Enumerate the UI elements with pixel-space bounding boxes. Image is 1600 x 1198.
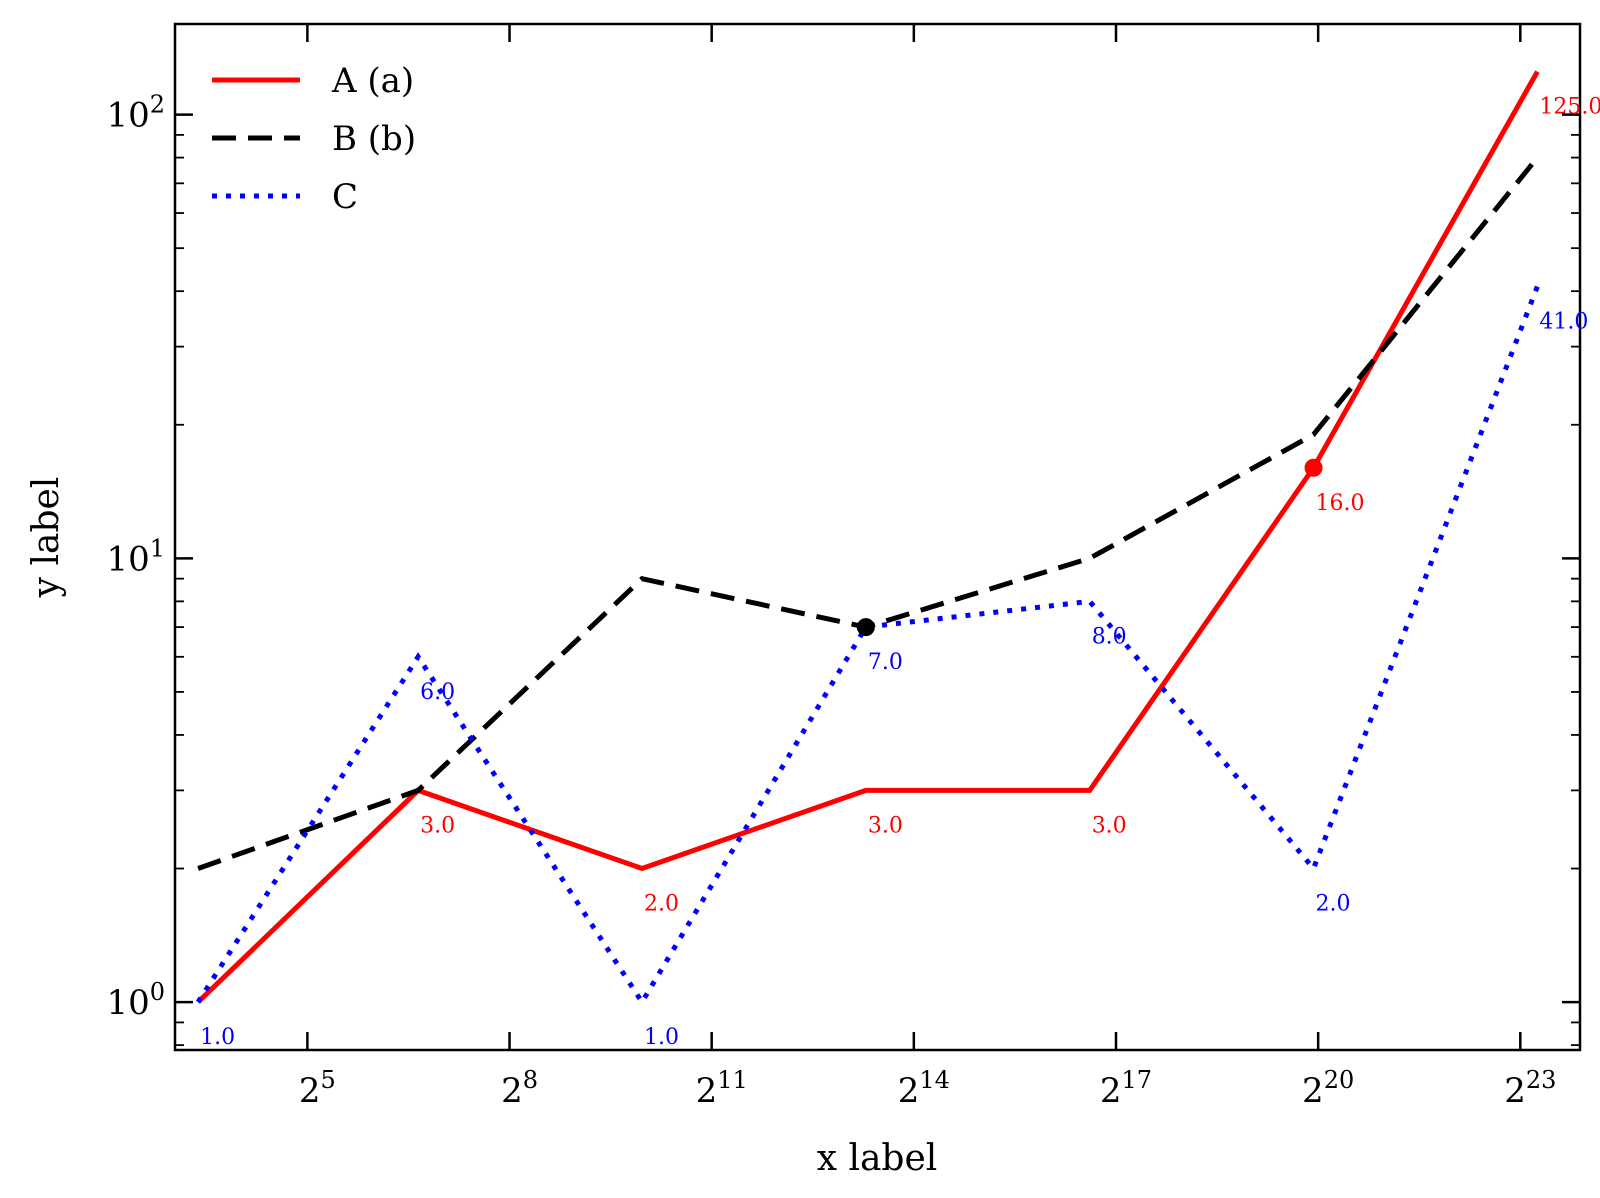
- plot-frame: [173, 22, 1582, 1052]
- y-tick-label: 100: [106, 978, 165, 1023]
- data-label: 3.0: [868, 813, 903, 838]
- data-label: 125.0: [1539, 95, 1600, 120]
- x-axis-ticks: 25 28 211 214 217 220 223: [299, 24, 1556, 1111]
- series-line-0: [196, 70, 1540, 1004]
- data-labels: 3.0 2.0 3.0 3.0 16.0 125.0 1.0 6.0 1.0 7.0 8.0 2.0 4…: [200, 95, 1600, 1051]
- x-tick-label: 217: [1100, 1066, 1152, 1111]
- legend-label: A (a): [331, 61, 414, 101]
- data-label: 2.0: [1316, 892, 1351, 917]
- legend-label: C: [332, 177, 358, 217]
- series-line-2: [195, 285, 1540, 1007]
- x-tick-label: 211: [696, 1066, 748, 1111]
- y-minor-ticks: [175, 133, 1580, 1047]
- y-tick-label: 101: [106, 534, 165, 579]
- highlight-markers: [856, 458, 1323, 637]
- data-label: 2.0: [644, 892, 679, 917]
- legend-label: B (b): [332, 119, 416, 159]
- y-tick-label: 102: [106, 91, 165, 136]
- highlight-marker: [856, 618, 875, 637]
- data-label: 41.0: [1539, 309, 1588, 334]
- x-tick-label: 220: [1302, 1066, 1354, 1111]
- x-tick-label: 223: [1504, 1066, 1556, 1111]
- legend: A (a) B (b) C: [212, 61, 416, 217]
- data-label: 7.0: [868, 650, 903, 675]
- data-label: 1.0: [644, 1025, 679, 1050]
- data-label: 16.0: [1316, 491, 1365, 516]
- data-label: 3.0: [420, 813, 455, 838]
- data-label: 1.0: [200, 1025, 235, 1050]
- data-label: 6.0: [420, 680, 455, 705]
- series-layer: [195, 70, 1540, 1007]
- x-axis-label: x label: [817, 1138, 938, 1179]
- y-axis-label: y label: [26, 477, 67, 599]
- y-axis-ticks: 100 101 102: [106, 91, 1580, 1023]
- x-tick-label: 28: [501, 1066, 538, 1111]
- highlight-marker: [1304, 458, 1323, 477]
- x-tick-label: 25: [299, 1066, 336, 1111]
- data-label: 8.0: [1092, 624, 1127, 649]
- x-tick-label: 214: [898, 1066, 950, 1111]
- data-label: 3.0: [1092, 813, 1127, 838]
